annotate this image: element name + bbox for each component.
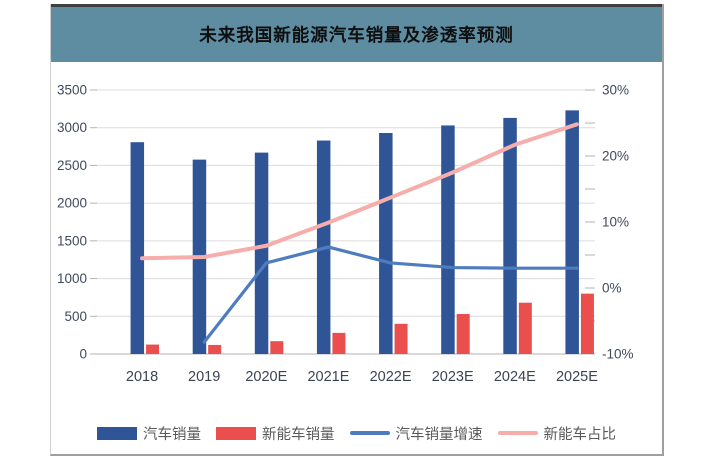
bar-nev-sales-2020E <box>270 341 284 354</box>
legend-item-auto-sales-growth: 汽车销量增速 <box>349 423 483 444</box>
x-axis-label-2018: 2018 <box>126 369 158 385</box>
left-axis-tick-label: 3000 <box>57 120 87 135</box>
left-axis-tick-label: 1000 <box>57 271 87 286</box>
line-nev-share <box>140 122 579 261</box>
left-axis-tick-label: 1500 <box>57 233 87 248</box>
bar-auto-sales-2022E <box>379 132 393 354</box>
chart-card: 未来我国新能源汽车销量及渗透率预测 0 500 1000 1500 2000 2500 30… <box>50 4 664 456</box>
x-axis-label-2025E: 2025E <box>556 369 598 385</box>
bar-nev-sales-2022E <box>394 323 408 354</box>
left-axis-tick-label: 2500 <box>57 158 87 173</box>
left-axis-tick-label: 500 <box>64 309 87 324</box>
legend-label-nev-share: 新能车占比 <box>543 426 617 443</box>
chart-legend: 汽车销量 新能车销量 汽车销量增速 新能车占比 <box>51 423 662 444</box>
right-axis-tick-label: 10% <box>602 215 629 230</box>
bar-nev-sales-2021E <box>332 332 346 354</box>
chart-title-banner: 未来我国新能源汽车销量及渗透率预测 <box>51 4 662 62</box>
legend-item-nev-share: 新能车占比 <box>497 423 617 444</box>
bar-auto-sales-2024E <box>503 117 517 354</box>
x-axis-label-2022E: 2022E <box>370 369 412 385</box>
bar-nev-sales-2019 <box>208 344 222 354</box>
bar-auto-sales-2025E <box>565 110 579 354</box>
x-axis-label-2021E: 2021E <box>307 369 349 385</box>
x-axis-label-2019: 2019 <box>188 369 220 385</box>
legend-item-auto-sales: 汽车销量 <box>97 423 201 444</box>
right-axis-tick-label: 0% <box>602 281 622 296</box>
bar-nev-sales-2025E <box>580 293 594 354</box>
legend-swatch-nev-share <box>497 431 538 435</box>
line-auto-sales-growth <box>202 245 579 344</box>
combo-chart-plot: 0 500 1000 1500 2000 2500 3000 3500 -10% 0% 10% 20%… <box>57 83 634 386</box>
right-axis-tick-label: 30% <box>602 83 629 98</box>
legend-swatch-auto-sales <box>97 426 137 440</box>
right-axis-tick-label: -10% <box>602 347 634 362</box>
chart-title: 未来我国新能源汽车销量及渗透率预测 <box>199 25 514 45</box>
right-axis-tick-label: 20% <box>602 149 629 164</box>
x-axis-label-2024E: 2024E <box>494 369 536 385</box>
legend-item-nev-sales: 新能车销量 <box>216 423 335 444</box>
bar-nev-sales-2023E <box>456 314 470 354</box>
legend-label-auto-sales-growth: 汽车销量增速 <box>395 426 483 443</box>
left-axis-tick-label: 0 <box>79 347 87 362</box>
legend-swatch-auto-sales-growth <box>349 431 390 435</box>
bar-auto-sales-2018 <box>130 142 145 354</box>
bar-auto-sales-2020E <box>254 152 269 354</box>
legend-label-auto-sales: 汽车销量 <box>143 426 201 443</box>
bar-nev-sales-2018 <box>146 344 160 354</box>
left-axis-tick-label: 3500 <box>57 83 87 98</box>
bar-nev-sales-2024E <box>518 302 532 354</box>
x-axis-label-2023E: 2023E <box>432 369 474 385</box>
x-axis-label-2020E: 2020E <box>245 369 287 385</box>
bar-auto-sales-2023E <box>441 125 455 354</box>
legend-swatch-nev-sales <box>216 426 256 440</box>
left-axis-tick-label: 2000 <box>57 196 87 211</box>
legend-label-nev-sales: 新能车销量 <box>262 426 335 443</box>
